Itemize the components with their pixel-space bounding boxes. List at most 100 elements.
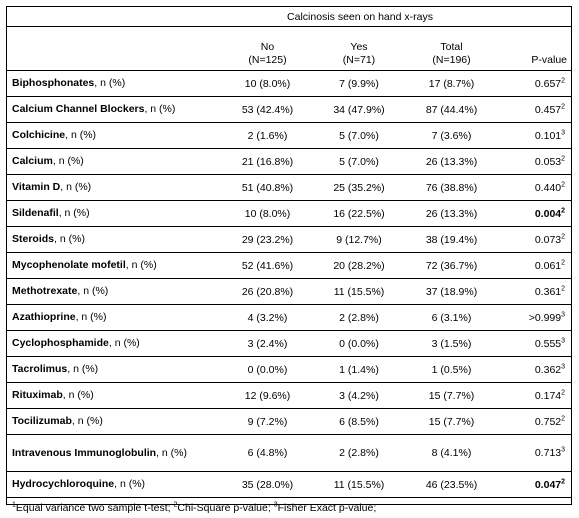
yes-cell: 11 (15.5%) bbox=[314, 472, 404, 498]
pvalue-test-marker: 2 bbox=[561, 181, 565, 188]
pvalue: 0.657 bbox=[535, 78, 561, 90]
medication-unit: , n (%) bbox=[156, 447, 187, 459]
pvalue: 0.440 bbox=[535, 182, 561, 194]
table-row: Sildenafil, n (%)10 (8.0%)16 (22.5%)26 (… bbox=[7, 201, 571, 227]
medication-unit: , n (%) bbox=[72, 415, 103, 427]
header-pvalue: P-value bbox=[499, 27, 571, 71]
column-header-row: No(N=125) Yes(N=71) Total(N=196) P-value bbox=[7, 27, 571, 71]
yes-cell: 0 (0.0%) bbox=[314, 331, 404, 357]
yes-cell: 34 (47.9%) bbox=[314, 97, 404, 123]
header-no-label: No bbox=[261, 41, 274, 53]
pvalue: 0.457 bbox=[535, 104, 561, 116]
no-cell: 2 (1.6%) bbox=[221, 123, 314, 149]
medication-name: Rituximab bbox=[12, 389, 63, 401]
pvalue-cell: 0.6572 bbox=[499, 71, 571, 97]
medication-cell: Calcium, n (%) bbox=[7, 149, 221, 175]
medication-unit: , n (%) bbox=[94, 77, 125, 89]
header-no-n: (N=125) bbox=[248, 54, 286, 66]
medication-cell: Sildenafil, n (%) bbox=[7, 201, 221, 227]
medication-cell: Tacrolimus, n (%) bbox=[7, 357, 221, 383]
no-cell: 0 (0.0%) bbox=[221, 357, 314, 383]
yes-cell: 2 (2.8%) bbox=[314, 435, 404, 472]
table-row: Mycophenolate mofetil, n (%)52 (41.6%)20… bbox=[7, 253, 571, 279]
table-spacer-cell bbox=[7, 7, 221, 27]
medication-name: Calcium Channel Blockers bbox=[12, 103, 144, 115]
medication-cell: Tocilizumab, n (%) bbox=[7, 409, 221, 435]
no-cell: 3 (2.4%) bbox=[221, 331, 314, 357]
pvalue-test-marker: 2 bbox=[561, 207, 565, 214]
pvalue: 0.047 bbox=[535, 479, 561, 491]
pvalue: 0.752 bbox=[535, 416, 561, 428]
pvalue-cell: 0.1013 bbox=[499, 123, 571, 149]
no-cell: 29 (23.2%) bbox=[221, 227, 314, 253]
table-row: Calcium Channel Blockers, n (%)53 (42.4%… bbox=[7, 97, 571, 123]
pvalue-test-marker: 3 bbox=[561, 363, 565, 370]
medication-name: Azathioprine bbox=[12, 311, 76, 323]
header-yes-label: Yes bbox=[350, 41, 367, 53]
pvalue-test-marker: 3 bbox=[561, 337, 565, 344]
pvalue: 0.053 bbox=[535, 156, 561, 168]
total-cell: 38 (19.4%) bbox=[404, 227, 499, 253]
no-cell: 12 (9.6%) bbox=[221, 383, 314, 409]
table-title: Calcinosis seen on hand x-rays bbox=[221, 7, 499, 27]
medication-unit: , n (%) bbox=[76, 311, 107, 323]
footnote-text: Chi-Square p-value; bbox=[177, 502, 273, 514]
no-cell: 21 (16.8%) bbox=[221, 149, 314, 175]
medication-cell: Azathioprine, n (%) bbox=[7, 305, 221, 331]
yes-cell: 5 (7.0%) bbox=[314, 123, 404, 149]
medication-name: Sildenafil bbox=[12, 207, 59, 219]
pvalue: >0.999 bbox=[529, 312, 561, 324]
pvalue: 0.362 bbox=[535, 364, 561, 376]
pvalue: 0.073 bbox=[535, 234, 561, 246]
table-row: Colchicine, n (%)2 (1.6%)5 (7.0%)7 (3.6%… bbox=[7, 123, 571, 149]
yes-cell: 6 (8.5%) bbox=[314, 409, 404, 435]
header-medication bbox=[7, 27, 221, 71]
pvalue-cell: 0.4402 bbox=[499, 175, 571, 201]
pvalue: 0.174 bbox=[535, 390, 561, 402]
total-cell: 6 (3.1%) bbox=[404, 305, 499, 331]
pvalue-test-marker: 3 bbox=[561, 311, 565, 318]
table-row: Azathioprine, n (%)4 (3.2%)2 (2.8%)6 (3.… bbox=[7, 305, 571, 331]
medication-cell: Steroids, n (%) bbox=[7, 227, 221, 253]
pvalue: 0.101 bbox=[535, 130, 561, 142]
pvalue-cell: 0.7133 bbox=[499, 435, 571, 472]
table-row: Intravenous Immunoglobulin, n (%)6 (4.8%… bbox=[7, 435, 571, 472]
table-row: Tacrolimus, n (%)0 (0.0%)1 (1.4%)1 (0.5%… bbox=[7, 357, 571, 383]
total-cell: 15 (7.7%) bbox=[404, 383, 499, 409]
medication-name: Colchicine bbox=[12, 129, 65, 141]
header-yes-n: (N=71) bbox=[343, 54, 375, 66]
table-title-row: Calcinosis seen on hand x-rays bbox=[7, 7, 571, 27]
pvalue-test-marker: 2 bbox=[561, 233, 565, 240]
medication-name: Steroids bbox=[12, 233, 54, 245]
pvalue-test-marker: 3 bbox=[561, 129, 565, 136]
medication-cell: Intravenous Immunoglobulin, n (%) bbox=[7, 435, 221, 472]
pvalue-cell: 0.0532 bbox=[499, 149, 571, 175]
total-cell: 7 (3.6%) bbox=[404, 123, 499, 149]
pvalue-test-marker: 2 bbox=[561, 478, 565, 485]
medication-name: Mycophenolate mofetil bbox=[12, 259, 126, 271]
medication-cell: Vitamin D, n (%) bbox=[7, 175, 221, 201]
pvalue: 0.713 bbox=[535, 447, 561, 459]
medication-unit: , n (%) bbox=[144, 103, 175, 115]
no-cell: 52 (41.6%) bbox=[221, 253, 314, 279]
pvalue-test-marker: 2 bbox=[561, 285, 565, 292]
footnote-row: 1Equal variance two sample t-test; 2Chi-… bbox=[7, 498, 571, 518]
medication-unit: , n (%) bbox=[54, 233, 85, 245]
total-cell: 76 (38.8%) bbox=[404, 175, 499, 201]
yes-cell: 2 (2.8%) bbox=[314, 305, 404, 331]
medication-cell: Rituximab, n (%) bbox=[7, 383, 221, 409]
pvalue: 0.004 bbox=[535, 208, 561, 220]
medication-cell: Calcium Channel Blockers, n (%) bbox=[7, 97, 221, 123]
medication-unit: , n (%) bbox=[67, 363, 98, 375]
pvalue-test-marker: 2 bbox=[561, 155, 565, 162]
medication-cell: Biphosphonates, n (%) bbox=[7, 71, 221, 97]
total-cell: 46 (23.5%) bbox=[404, 472, 499, 498]
total-cell: 37 (18.9%) bbox=[404, 279, 499, 305]
table-row: Methotrexate, n (%)26 (20.8%)11 (15.5%)3… bbox=[7, 279, 571, 305]
pvalue-cell: 0.1742 bbox=[499, 383, 571, 409]
calcinosis-medication-table: Calcinosis seen on hand x-rays No(N=125)… bbox=[7, 7, 571, 518]
pvalue-test-marker: 2 bbox=[561, 77, 565, 84]
header-yes: Yes(N=71) bbox=[314, 27, 404, 71]
medication-cell: Cyclophosphamide, n (%) bbox=[7, 331, 221, 357]
results-table-frame: Calcinosis seen on hand x-rays No(N=125)… bbox=[6, 6, 572, 505]
